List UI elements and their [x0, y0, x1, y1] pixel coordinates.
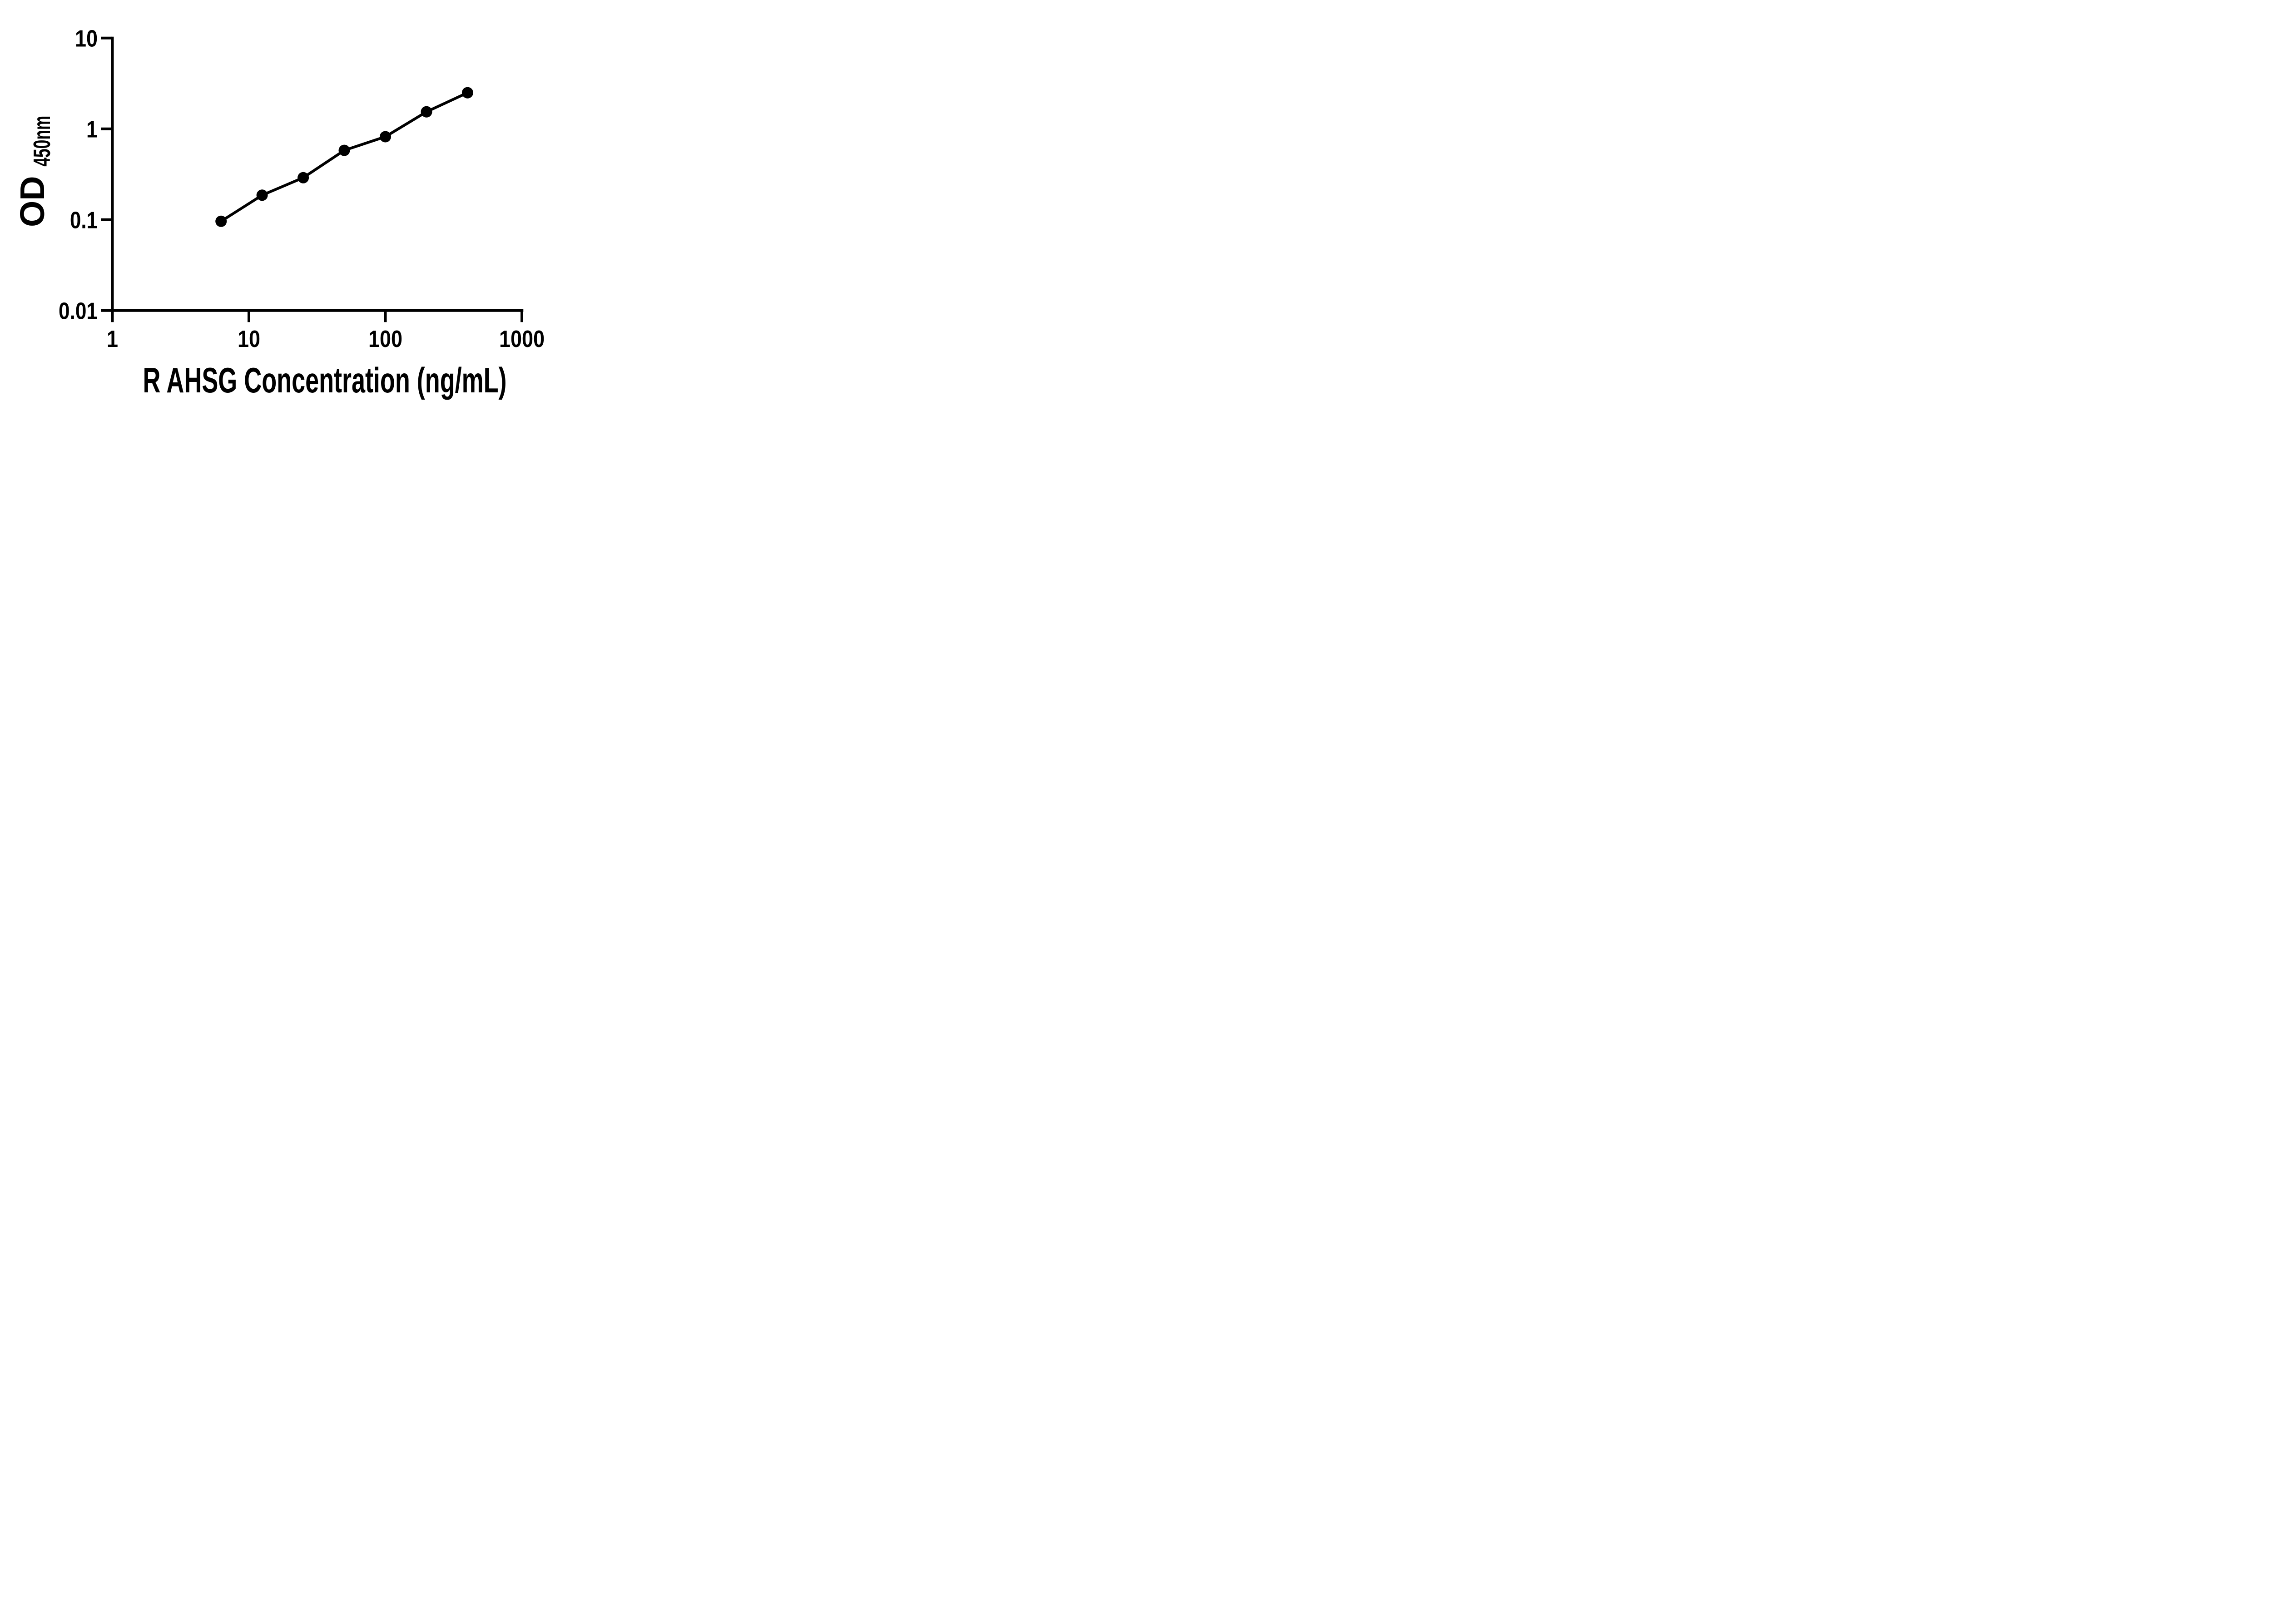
data-point-2 — [256, 189, 268, 201]
y-tick-label: 0.01 — [59, 298, 98, 324]
axes — [111, 36, 524, 312]
y-tick-label: 0.1 — [70, 207, 98, 233]
data-point-5 — [380, 131, 391, 143]
x-tick-label: 1000 — [499, 326, 545, 352]
standard-curve-figure: 10 1 0.1 0.01 1 10 100 1000 R AHSG Concentratio… — [0, 0, 584, 406]
x-axis-title: R AHSG Concentration (ng/mL) — [143, 360, 507, 400]
y-tick-label: 10 — [75, 25, 98, 52]
x-tick-label: 10 — [238, 326, 260, 352]
data-point-7 — [461, 87, 473, 99]
data-point-4 — [338, 144, 350, 156]
tick-marks — [101, 36, 523, 322]
data-points — [215, 87, 473, 227]
y-tick-label: 1 — [86, 116, 98, 143]
tick-labels: 10 1 0.1 0.01 1 10 100 1000 — [59, 25, 545, 352]
data-point-3 — [298, 172, 309, 183]
y-axis-title: OD 450nm — [13, 116, 55, 227]
axis-lines — [111, 36, 524, 312]
data-point-6 — [421, 106, 432, 118]
x-tick-label: 1 — [107, 326, 118, 352]
x-tick-label: 100 — [368, 326, 402, 352]
y-axis-title-subscript: 450nm — [29, 116, 55, 167]
standard-curve-chart: 10 1 0.1 0.01 1 10 100 1000 R AHSG Concentratio… — [13, 25, 545, 400]
data-point-1 — [215, 215, 227, 227]
y-axis-title-main: OD — [13, 176, 51, 228]
